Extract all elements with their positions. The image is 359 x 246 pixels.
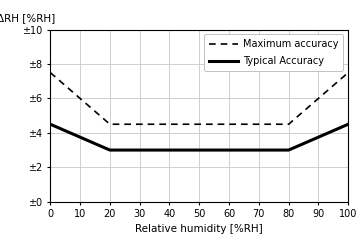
Line: Typical Accuracy: Typical Accuracy <box>50 124 348 150</box>
Typical Accuracy <box>286 149 291 152</box>
Maximum accuracy <box>286 123 291 126</box>
Typical Accuracy <box>48 123 52 126</box>
Maximum accuracy <box>108 123 112 126</box>
Maximum accuracy <box>48 71 52 74</box>
X-axis label: Relative humidity [%RH]: Relative humidity [%RH] <box>135 224 263 233</box>
Typical Accuracy <box>108 149 112 152</box>
Line: Maximum accuracy: Maximum accuracy <box>50 73 348 124</box>
Legend: Maximum accuracy, Typical Accuracy: Maximum accuracy, Typical Accuracy <box>204 34 343 71</box>
Text: ΔRH [%RH]: ΔRH [%RH] <box>0 13 55 23</box>
Typical Accuracy <box>346 123 350 126</box>
Maximum accuracy <box>346 71 350 74</box>
